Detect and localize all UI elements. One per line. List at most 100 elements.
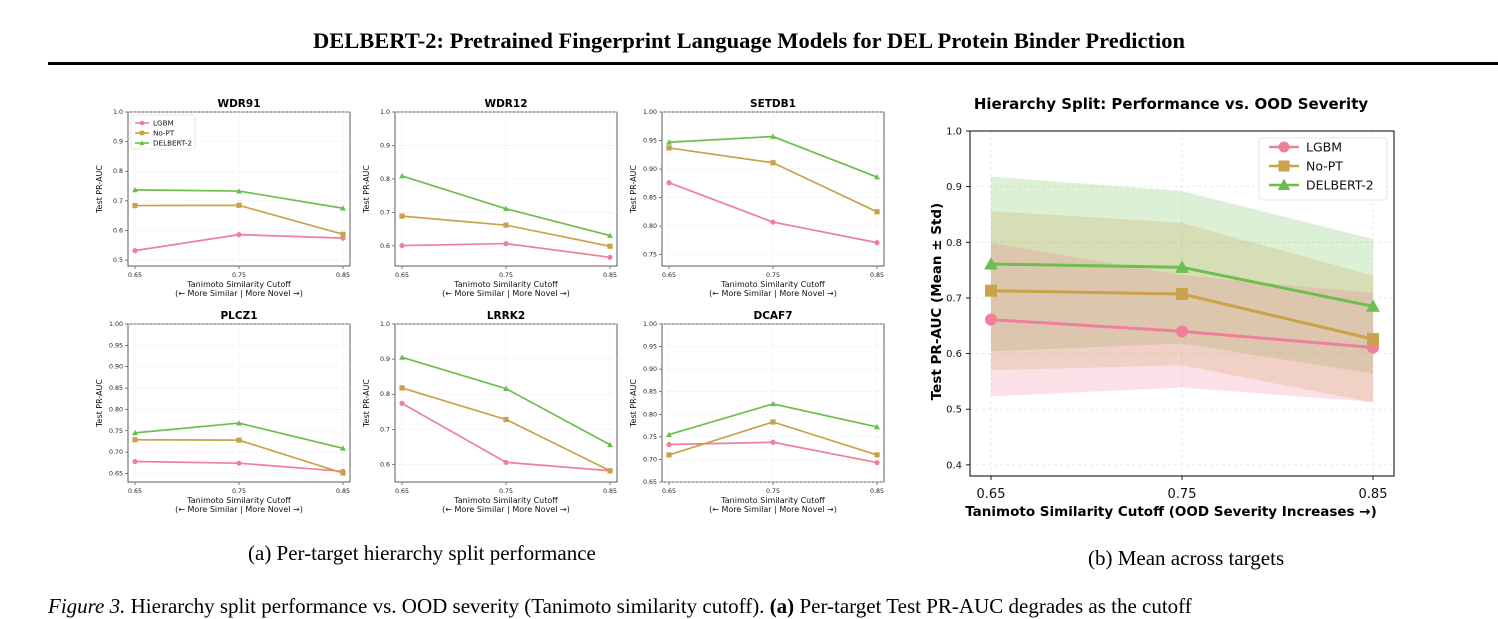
x-axis-sublabel: (← More Similar | More Novel →) [709, 505, 837, 514]
data-point [132, 437, 138, 443]
data-point [340, 470, 346, 476]
ytick-label: 0.75 [109, 428, 123, 435]
figure-caption-label: Figure 3. [48, 594, 126, 618]
series-no-pt [132, 437, 346, 476]
x-axis-sublabel: (← More Similar | More Novel →) [175, 289, 303, 298]
xtick-label: 0.65 [395, 272, 409, 279]
legend-marker [139, 140, 145, 146]
data-point [340, 231, 346, 237]
chart-title: SETDB1 [750, 98, 796, 110]
xtick-label: 0.65 [977, 487, 1006, 502]
ytick-label: 0.95 [643, 138, 657, 145]
chart-title: DCAF7 [753, 310, 792, 322]
ytick-label: 1.0 [946, 127, 962, 138]
data-point [399, 213, 405, 219]
series-no-pt [132, 202, 346, 237]
series-delbert-2 [666, 400, 880, 437]
data-point [985, 313, 997, 326]
legend-label: DELBERT-2 [1306, 178, 1374, 193]
chart-lrrk2: 0.6 0.7 0.8 0.9 1.0 0.65 0.75 0.85 LRRK2 Tanimoto… [362, 310, 618, 514]
ytick-label: 1.0 [380, 321, 390, 328]
data-point [666, 180, 672, 186]
ytick-label: 0.5 [946, 405, 962, 416]
ytick-label: 0.90 [109, 364, 123, 371]
series-no-pt [985, 284, 1379, 346]
y-axis-label: Test PR-AUC [95, 379, 104, 428]
data-point [236, 188, 242, 194]
data-point [236, 232, 242, 238]
series-delbert-2 [984, 257, 1380, 312]
ytick-label: 0.80 [643, 411, 657, 418]
ytick-label: 0.75 [643, 252, 657, 259]
xtick-label: 0.65 [395, 488, 409, 495]
data-point [985, 284, 997, 297]
subcaption-a: (a) Per-target hierarchy split performan… [248, 541, 596, 565]
chart-plcz1: 0.65 0.70 0.75 0.80 0.85 0.90 0.95 1.00 0.65 0.75… [95, 310, 351, 514]
ytick-label: 0.8 [946, 238, 962, 249]
data-point [1176, 325, 1188, 338]
xtick-label: 0.85 [603, 272, 617, 279]
data-point [770, 160, 776, 166]
legend-marker [139, 130, 145, 136]
legend-label: No-PT [1306, 159, 1343, 174]
series-lgbm [985, 313, 1379, 354]
data-point [666, 452, 672, 458]
chart-wdr12: 0.6 0.7 0.8 0.9 1.0 0.65 0.75 0.85 WDR12 Tanimoto… [362, 98, 618, 298]
xtick-label: 0.75 [766, 272, 780, 279]
ytick-label: 0.7 [380, 209, 390, 216]
x-axis-label: Tanimoto Similarity Cutoff [453, 280, 558, 289]
chart-wdr91: 0.5 0.6 0.7 0.8 0.9 1.0 0.65 0.75 0.85 WDR91 Tanim… [95, 98, 351, 298]
legend-label: No-PT [153, 129, 175, 138]
data-point [503, 416, 509, 423]
chart-setdb1: 0.75 0.80 0.85 0.90 0.95 1.00 0.65 0.75 0.85 SETD… [629, 98, 885, 298]
xtick-label: 0.65 [128, 488, 142, 495]
ytick-label: 0.7 [113, 198, 123, 205]
chart-mean-across-targets: 0.4 0.5 0.6 0.7 0.8 0.9 1.0 0.65 0.75 0.85 Hierarc… [929, 95, 1395, 520]
data-point [399, 172, 405, 179]
y-axis-label: Test PR-AUC [629, 379, 638, 428]
data-point [666, 139, 672, 145]
plot-frame [969, 130, 1395, 477]
ytick-label: 1.00 [643, 321, 657, 328]
data-point [874, 174, 880, 180]
xtick-label: 0.65 [128, 272, 142, 279]
legend-label: LGBM [1306, 140, 1342, 155]
data-point [770, 133, 776, 139]
data-point [770, 400, 776, 407]
chart-title: Hierarchy Split: Performance vs. OOD Sev… [974, 95, 1369, 113]
figure-caption: Figure 3. Hierarchy split performance vs… [48, 594, 1192, 619]
data-point [132, 458, 138, 465]
std-band-no-pt [991, 211, 1373, 403]
x-axis-label: Tanimoto Similarity Cutoff [720, 496, 825, 505]
ytick-label: 0.65 [643, 479, 657, 486]
figure-caption-text: Hierarchy split performance vs. OOD seve… [125, 594, 770, 618]
data-point [236, 437, 242, 443]
series-no-pt [666, 145, 880, 215]
xtick-label: 0.65 [662, 488, 676, 495]
legend-label: DELBERT-2 [153, 139, 192, 148]
data-point [340, 205, 346, 211]
xtick-label: 0.85 [603, 488, 617, 495]
series-no-pt [399, 385, 613, 474]
ytick-label: 0.8 [380, 176, 390, 183]
legend-marker [1277, 178, 1291, 191]
x-axis-sublabel: (← More Similar | More Novel →) [709, 289, 837, 298]
data-point [236, 420, 242, 426]
data-point [607, 232, 613, 238]
xtick-label: 0.75 [1168, 487, 1197, 502]
data-point [984, 257, 998, 270]
data-point [236, 460, 242, 466]
data-point [607, 243, 613, 249]
ytick-label: 0.9 [113, 139, 123, 146]
x-axis-label: Tanimoto Similarity Cutoff (OOD Severity… [965, 504, 1377, 520]
series-delbert-2 [399, 354, 613, 448]
ytick-label: 0.4 [946, 460, 962, 471]
xtick-label: 0.75 [766, 488, 780, 495]
ytick-label: 0.5 [113, 257, 123, 264]
x-axis-sublabel: (← More Similar | More Novel →) [442, 289, 570, 298]
data-point [874, 209, 880, 215]
ytick-label: 0.80 [109, 406, 123, 413]
ytick-label: 0.9 [380, 142, 390, 149]
ytick-label: 0.70 [643, 456, 657, 463]
data-point [399, 385, 405, 391]
